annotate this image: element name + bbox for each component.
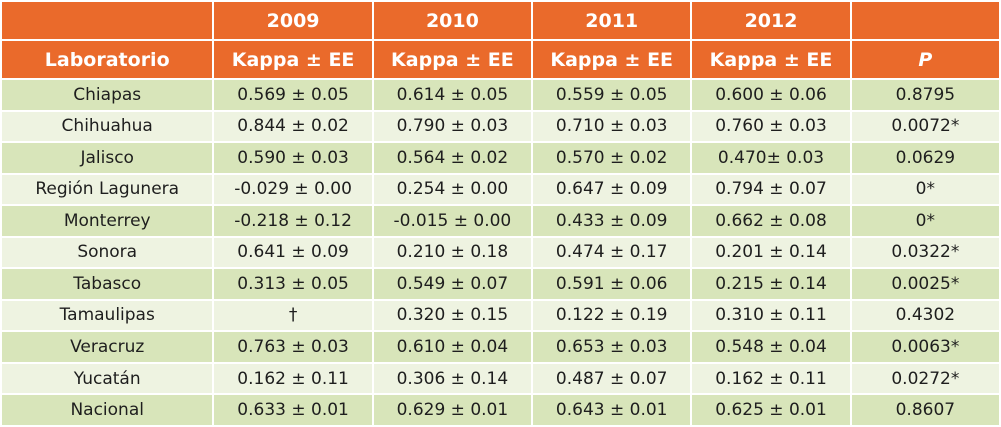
kappa-2010-cell: 0.614 ± 0.05 <box>373 80 532 110</box>
p-value-cell: 0.0063* <box>851 332 999 362</box>
kappa-2011-cell: 0.570 ± 0.02 <box>533 143 691 173</box>
kappa-2009-cell: 0.763 ± 0.03 <box>214 332 372 362</box>
kappa-2011-cell: 0.559 ± 0.05 <box>533 80 691 110</box>
kappa-2012-cell: 0.548 ± 0.04 <box>692 332 850 362</box>
laboratorio-cell: Veracruz <box>2 332 213 362</box>
kappa-2009-cell: 0.569 ± 0.05 <box>214 80 372 110</box>
header-blank-cell <box>2 2 213 39</box>
kappa-2011-cell: 0.122 ± 0.19 <box>533 300 691 331</box>
laboratorio-cell: Jalisco <box>2 143 213 173</box>
kappa-2010-cell: 0.306 ± 0.14 <box>373 363 532 394</box>
table-row: Sonora 0.641 ± 0.09 0.210 ± 0.18 0.474 ± 0.… <box>2 237 999 268</box>
laboratorio-cell: Sonora <box>2 237 213 268</box>
kappa-2009-cell: † <box>214 300 372 331</box>
laboratorio-cell: Yucatán <box>2 363 213 394</box>
p-value-cell: 0* <box>851 206 999 236</box>
kappa-2011-cell: 0.591 ± 0.06 <box>533 269 691 299</box>
kappa-2009-cell: 0.633 ± 0.01 <box>214 395 372 425</box>
header-blank-cell-p <box>851 2 999 39</box>
kappa-2009-cell: 0.590 ± 0.03 <box>214 143 372 173</box>
table-row: Monterrey -0.218 ± 0.12 -0.015 ± 0.00 0.433… <box>2 206 999 236</box>
year-header-2011: 2011 <box>533 2 691 39</box>
table-body: Chiapas 0.569 ± 0.05 0.614 ± 0.05 0.559 ± 0… <box>2 80 999 425</box>
column-header-row: Laboratorio Kappa ± EE Kappa ± EE Kappa … <box>2 41 999 78</box>
kappa-2012-cell: 0.760 ± 0.03 <box>692 111 850 142</box>
kappa-2011-cell: 0.647 ± 0.09 <box>533 174 691 205</box>
p-value-cell: 0.0025* <box>851 269 999 299</box>
p-value-cell: 0.0272* <box>851 363 999 394</box>
laboratorio-cell: Chiapas <box>2 80 213 110</box>
laboratorio-cell: Región Lagunera <box>2 174 213 205</box>
table-row: Yucatán 0.162 ± 0.11 0.306 ± 0.14 0.487 ± 0… <box>2 363 999 394</box>
kappa-2010-cell: -0.015 ± 0.00 <box>373 206 532 236</box>
year-header-2009: 2009 <box>214 2 372 39</box>
kappa-2012-cell: 0.215 ± 0.14 <box>692 269 850 299</box>
table-row: Chiapas 0.569 ± 0.05 0.614 ± 0.05 0.559 ± 0… <box>2 80 999 110</box>
kappa-2010-cell: 0.610 ± 0.04 <box>373 332 532 362</box>
table-row: Tamaulipas † 0.320 ± 0.15 0.122 ± 0.19 0.310… <box>2 300 999 331</box>
kappa-2010-cell: 0.254 ± 0.00 <box>373 174 532 205</box>
p-value-cell: 0.0629 <box>851 143 999 173</box>
p-value-cell: 0* <box>851 174 999 205</box>
laboratorio-cell: Monterrey <box>2 206 213 236</box>
table-row: Veracruz 0.763 ± 0.03 0.610 ± 0.04 0.653 ± … <box>2 332 999 362</box>
kappa-2009-cell: 0.641 ± 0.09 <box>214 237 372 268</box>
laboratorio-cell: Chihuahua <box>2 111 213 142</box>
table-row: Nacional 0.633 ± 0.01 0.629 ± 0.01 0.643 ± … <box>2 395 999 425</box>
kappa-2012-cell: 0.201 ± 0.14 <box>692 237 850 268</box>
kappa-header-2012: Kappa ± EE <box>692 41 850 78</box>
p-header: P <box>851 41 999 78</box>
kappa-2009-cell: -0.218 ± 0.12 <box>214 206 372 236</box>
p-value-cell: 0.0072* <box>851 111 999 142</box>
laboratorio-cell: Tabasco <box>2 269 213 299</box>
laboratorio-header: Laboratorio <box>2 41 213 78</box>
kappa-2012-cell: 0.662 ± 0.08 <box>692 206 850 236</box>
kappa-2011-cell: 0.710 ± 0.03 <box>533 111 691 142</box>
kappa-2009-cell: 0.162 ± 0.11 <box>214 363 372 394</box>
laboratorio-cell: Tamaulipas <box>2 300 213 331</box>
kappa-2010-cell: 0.564 ± 0.02 <box>373 143 532 173</box>
kappa-2011-cell: 0.653 ± 0.03 <box>533 332 691 362</box>
p-value-cell: 0.0322* <box>851 237 999 268</box>
kappa-2010-cell: 0.320 ± 0.15 <box>373 300 532 331</box>
table-row: Región Lagunera -0.029 ± 0.00 0.254 ± 0.00… <box>2 174 999 205</box>
year-header-row: 2009 2010 2011 2012 <box>2 2 999 39</box>
table-row: Tabasco 0.313 ± 0.05 0.549 ± 0.07 0.591 ± 0… <box>2 269 999 299</box>
kappa-2012-cell: 0.600 ± 0.06 <box>692 80 850 110</box>
kappa-2010-cell: 0.549 ± 0.07 <box>373 269 532 299</box>
kappa-header-2010: Kappa ± EE <box>373 41 532 78</box>
kappa-2012-cell: 0.470± 0.03 <box>692 143 850 173</box>
table-header: 2009 2010 2011 2012 Laboratorio Kappa ± … <box>2 2 999 78</box>
kappa-2012-cell: 0.625 ± 0.01 <box>692 395 850 425</box>
kappa-header-2009: Kappa ± EE <box>214 41 372 78</box>
table-row: Jalisco 0.590 ± 0.03 0.564 ± 0.02 0.570 ± 0… <box>2 143 999 173</box>
kappa-header-2011: Kappa ± EE <box>533 41 691 78</box>
kappa-2009-cell: -0.029 ± 0.00 <box>214 174 372 205</box>
kappa-2011-cell: 0.474 ± 0.17 <box>533 237 691 268</box>
p-value-cell: 0.8795 <box>851 80 999 110</box>
p-value-cell: 0.8607 <box>851 395 999 425</box>
laboratorio-cell: Nacional <box>2 395 213 425</box>
kappa-2009-cell: 0.313 ± 0.05 <box>214 269 372 299</box>
kappa-2010-cell: 0.629 ± 0.01 <box>373 395 532 425</box>
kappa-2012-cell: 0.310 ± 0.11 <box>692 300 850 331</box>
kappa-2012-cell: 0.162 ± 0.11 <box>692 363 850 394</box>
kappa-2011-cell: 0.643 ± 0.01 <box>533 395 691 425</box>
kappa-2011-cell: 0.433 ± 0.09 <box>533 206 691 236</box>
table-row: Chihuahua 0.844 ± 0.02 0.790 ± 0.03 0.710 ±… <box>2 111 999 142</box>
kappa-2009-cell: 0.844 ± 0.02 <box>214 111 372 142</box>
year-header-2010: 2010 <box>373 2 532 39</box>
p-value-cell: 0.4302 <box>851 300 999 331</box>
kappa-2011-cell: 0.487 ± 0.07 <box>533 363 691 394</box>
kappa-2012-cell: 0.794 ± 0.07 <box>692 174 850 205</box>
kappa-2010-cell: 0.790 ± 0.03 <box>373 111 532 142</box>
year-header-2012: 2012 <box>692 2 850 39</box>
kappa-2010-cell: 0.210 ± 0.18 <box>373 237 532 268</box>
